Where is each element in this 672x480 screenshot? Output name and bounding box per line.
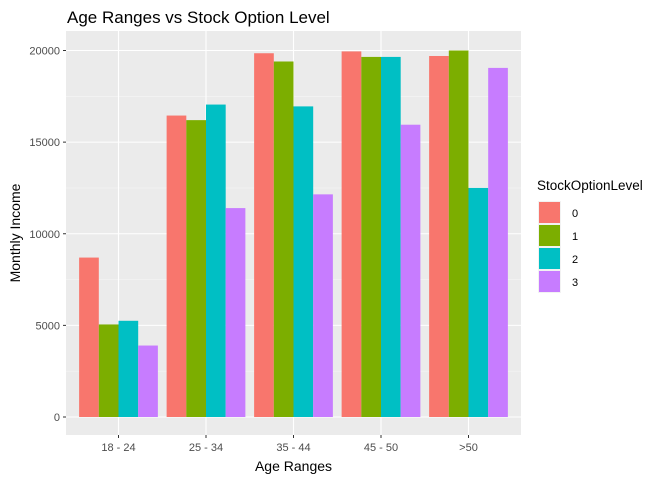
bar [361,56,381,417]
bar [225,208,246,417]
legend-label: 1 [572,231,578,243]
bar [98,324,119,417]
legend-label: 2 [572,254,578,266]
x-tick-label: 18 - 24 [101,442,135,454]
bar [254,53,274,417]
y-tick-label: 15000 [29,137,60,149]
legend-title: StockOptionLevel [537,178,643,193]
bar [79,257,99,417]
bar [488,67,508,417]
bar [118,320,139,417]
x-tick-label: >50 [459,442,478,454]
chart-title: Age Ranges vs Stock Option Level [67,8,330,27]
bar [166,115,187,418]
y-tick-label: 0 [54,412,60,424]
y-tick-label: 5000 [36,320,60,332]
bar [313,194,333,417]
bar [273,61,294,418]
legend-label: 0 [572,208,578,220]
x-tick-label: 25 - 34 [189,442,223,454]
legend: StockOptionLevel 0 1 2 3 [537,178,643,293]
legend-items: 0 1 2 3 [538,201,578,293]
bar [341,51,362,417]
bar [429,55,449,418]
bar [381,56,401,417]
bar [206,104,226,417]
x-axis-ticks: 18 - 24 25 - 34 35 - 44 45 - 50 >50 [101,435,478,454]
bar [468,187,489,417]
y-tick-label: 20000 [29,46,60,58]
bars-group [79,50,508,418]
bar [448,50,469,417]
y-axis-title: Monthly Income [7,183,23,282]
bar [293,106,314,418]
legend-swatch [539,248,560,269]
legend-swatch [539,271,560,292]
x-axis-title: Age Ranges [255,458,332,474]
y-axis-ticks: 0 5000 10000 15000 20000 [29,46,66,424]
legend-swatch [539,202,560,223]
x-tick-label: 45 - 50 [364,442,398,454]
y-tick-label: 10000 [29,229,60,241]
bar [138,345,158,417]
bar [400,124,421,417]
legend-swatch [539,225,560,246]
bar [186,120,206,417]
legend-label: 3 [572,277,578,289]
x-tick-label: 35 - 44 [276,442,310,454]
